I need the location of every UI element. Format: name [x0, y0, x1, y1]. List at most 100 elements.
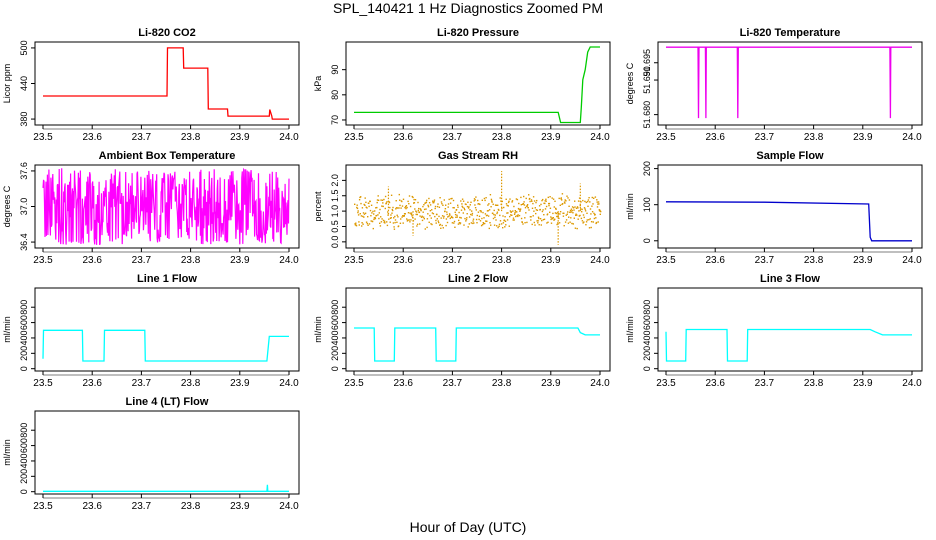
- data-point: [436, 218, 438, 220]
- data-point: [540, 203, 542, 206]
- data-point: [526, 204, 529, 206]
- x-tick-label: 23.9: [230, 255, 250, 266]
- data-point: [396, 221, 398, 223]
- data-point: [570, 208, 573, 210]
- data-point: [566, 213, 568, 215]
- data-point: [441, 203, 443, 205]
- data-point: [554, 200, 556, 202]
- data-point: [542, 219, 545, 221]
- data-point: [389, 206, 391, 209]
- data-point: [412, 196, 414, 199]
- data-point: [467, 226, 469, 228]
- data-point: [582, 214, 585, 216]
- data-point: [573, 217, 575, 219]
- data-point: [522, 223, 524, 225]
- x-tick-label: 23.9: [541, 378, 561, 389]
- data-point: [392, 206, 394, 209]
- data-point: [549, 207, 552, 209]
- data-point: [423, 208, 426, 211]
- y-tick-label: 400: [19, 330, 29, 345]
- data-point: [472, 220, 474, 222]
- data-point: [379, 222, 381, 224]
- data-point: [489, 194, 492, 196]
- data-point: [478, 218, 480, 221]
- y-tick-label: 600: [642, 315, 652, 330]
- data-point: [435, 222, 437, 224]
- data-point: [414, 199, 417, 201]
- data-point: [419, 215, 421, 217]
- x-tick-label: 23.9: [230, 501, 250, 512]
- data-point: [581, 208, 583, 211]
- panel-line-3-flow: Line 3 Flow ml/min 23.5 23.6 23.7 23.8 23.9 24.…: [625, 273, 923, 389]
- data-point: [367, 224, 369, 226]
- panel-title: Line 3 Flow: [760, 273, 820, 285]
- data-point: [474, 199, 476, 201]
- data-point: [557, 215, 559, 218]
- data-point: [438, 206, 441, 208]
- data-point: [369, 209, 372, 212]
- data-point: [404, 206, 406, 209]
- data-point: [509, 210, 512, 212]
- data-point: [542, 198, 544, 201]
- data-point: [539, 218, 542, 220]
- data-point: [446, 221, 449, 224]
- data-point: [559, 204, 561, 206]
- data-point: [426, 226, 428, 229]
- data-point: [429, 204, 432, 206]
- data-point: [445, 224, 447, 227]
- y-tick-label: 100: [642, 197, 652, 212]
- y-tick-label: 51.680: [642, 101, 652, 129]
- data-point: [410, 213, 412, 215]
- data-point: [423, 218, 425, 220]
- data-point: [401, 216, 403, 218]
- data-point: [418, 207, 420, 210]
- y-tick-label: 400: [642, 330, 652, 345]
- data-point: [355, 222, 357, 224]
- data-point: [567, 211, 569, 213]
- data-point: [405, 206, 407, 208]
- data-point: [384, 207, 386, 210]
- data-point: [374, 210, 376, 212]
- data-point: [380, 221, 383, 223]
- data-point: [502, 227, 504, 229]
- data-point: [492, 217, 495, 220]
- data-point: [530, 219, 532, 221]
- data-point: [537, 220, 539, 222]
- data-point: [548, 202, 551, 205]
- data-point: [453, 220, 456, 223]
- y-tick-label: 90: [330, 65, 340, 75]
- data-point: [458, 222, 461, 224]
- data-point: [549, 196, 551, 198]
- data-point: [390, 194, 393, 196]
- data-point: [489, 222, 491, 224]
- data-point: [558, 217, 560, 220]
- series-line: [665, 328, 912, 362]
- data-point: [361, 222, 363, 224]
- x-tick-label: 23.9: [230, 132, 250, 143]
- data-point: [390, 214, 392, 216]
- data-point: [565, 200, 567, 202]
- data-point: [394, 221, 396, 224]
- data-point: [515, 215, 517, 218]
- panel-title: Li-820 CO2: [138, 27, 195, 39]
- x-tick-label: 23.8: [492, 132, 512, 143]
- data-point: [433, 199, 436, 201]
- data-point: [508, 225, 510, 227]
- data-point: [394, 215, 396, 218]
- data-point: [450, 198, 452, 200]
- data-point: [524, 217, 526, 219]
- data-point: [391, 208, 393, 211]
- data-point: [469, 209, 471, 211]
- data-area: [43, 484, 289, 492]
- data-point: [556, 223, 558, 226]
- data-point: [373, 218, 375, 221]
- data-point: [413, 202, 416, 204]
- x-tick-label: 23.7: [755, 132, 775, 143]
- plot-frame: [345, 287, 611, 372]
- data-point: [599, 209, 601, 212]
- data-point: [518, 208, 520, 210]
- data-point: [506, 204, 508, 207]
- data-point: [579, 214, 581, 217]
- y-axis-label: ml/min: [2, 439, 12, 466]
- data-point: [384, 195, 387, 198]
